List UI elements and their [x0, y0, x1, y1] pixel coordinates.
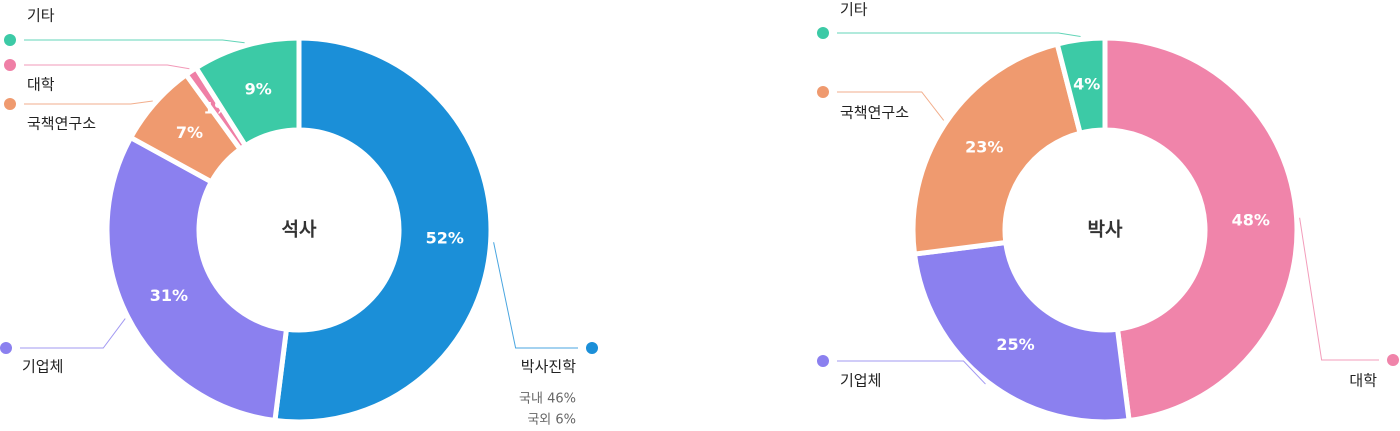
annotation: 국외 6%	[527, 413, 576, 428]
slice	[912, 240, 1132, 425]
legend-label: 대학	[1349, 372, 1377, 390]
legend-dot	[817, 27, 829, 39]
legend-dot	[0, 342, 12, 354]
legend-label: 기업체	[22, 358, 63, 376]
leader-line	[837, 32, 1081, 38]
legend-label: 기타	[840, 1, 868, 19]
legend-dot	[586, 342, 598, 354]
slice	[193, 35, 302, 149]
leader-line	[24, 100, 153, 105]
legend-dot	[817, 86, 829, 98]
annotation: 국내 46%	[519, 392, 576, 407]
leader-line	[20, 318, 126, 349]
slice	[1054, 35, 1108, 136]
leader-line	[493, 242, 578, 349]
slice	[272, 35, 494, 425]
center-title: 박사	[1088, 219, 1123, 241]
leader-line	[24, 64, 190, 70]
legend-label: 기업체	[840, 372, 881, 390]
slice	[910, 41, 1083, 257]
slice-label: 7%	[176, 123, 203, 142]
legend-dot	[4, 34, 16, 46]
slice-label: 31%	[150, 286, 188, 305]
slice	[104, 135, 289, 423]
slice-label: 52%	[426, 229, 464, 248]
slice-label: 23%	[965, 137, 1003, 156]
legend-dot	[4, 59, 16, 71]
legend-dot	[4, 98, 16, 110]
legend-dot	[1387, 354, 1399, 366]
leader-line	[1299, 217, 1379, 361]
slice-label: 48%	[1232, 210, 1270, 229]
legend-label: 대학	[27, 76, 55, 94]
center-title: 석사	[282, 219, 317, 241]
legend-label: 박사진학	[521, 358, 576, 376]
slice-label: 25%	[996, 335, 1034, 354]
slice	[1102, 35, 1300, 423]
leader-line	[837, 91, 945, 121]
leader-line	[24, 39, 245, 44]
legend-dot	[817, 355, 829, 367]
slice-label: 9%	[245, 79, 272, 98]
legend-label: 국책연구소	[840, 104, 909, 122]
slice-label: 4%	[1073, 75, 1100, 94]
legend-label: 국책연구소	[27, 115, 96, 133]
legend-label: 기타	[27, 7, 55, 25]
leader-line	[837, 360, 986, 385]
